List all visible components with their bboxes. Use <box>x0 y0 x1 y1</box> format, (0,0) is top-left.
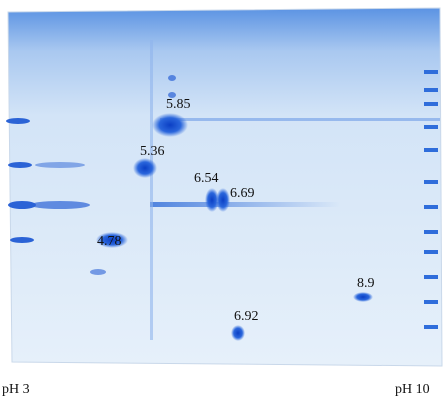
ph-left-label: pH 3 <box>2 382 30 397</box>
ph-right-label: pH 10 <box>395 382 430 397</box>
gel <box>6 7 443 367</box>
spot-label: 5.36 <box>140 144 165 159</box>
spot-label: 6.69 <box>230 186 255 201</box>
spot-label: 6.92 <box>234 309 259 324</box>
spot-label: 5.85 <box>166 97 191 112</box>
spot-label: 4.78 <box>97 234 122 249</box>
spot-label: 6.54 <box>194 171 219 186</box>
spot-label: 8.9 <box>357 276 375 291</box>
